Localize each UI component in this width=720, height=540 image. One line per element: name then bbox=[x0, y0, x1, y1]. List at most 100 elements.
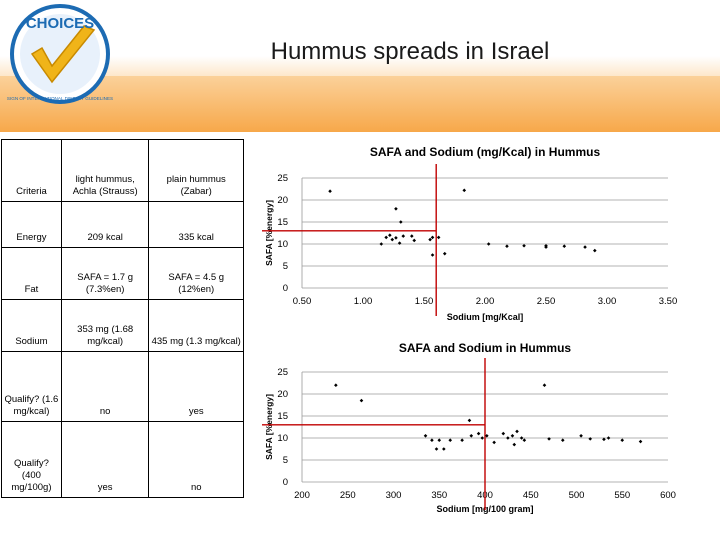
x-tick-label: 2.00 bbox=[476, 296, 495, 307]
header-cell: Criteria bbox=[1, 139, 62, 202]
x-tick-label: 300 bbox=[386, 490, 402, 501]
data-point bbox=[412, 238, 417, 243]
table-row: Sodium 353 mg (1.68 mg/kcal) 435 mg (1.3… bbox=[1, 299, 244, 352]
y-tick-label: 5 bbox=[283, 261, 288, 272]
data-point bbox=[423, 434, 428, 438]
header-orange-band bbox=[0, 76, 720, 132]
table-cell: no bbox=[148, 421, 244, 498]
table-cell: Qualify? (400 mg/100g) bbox=[1, 421, 62, 498]
check-icon bbox=[30, 25, 96, 84]
table-cell: 435 mg (1.3 mg/kcal) bbox=[148, 299, 244, 352]
data-point bbox=[588, 437, 593, 441]
x-tick-label: 550 bbox=[614, 490, 630, 501]
y-axis-label: SAFA [%energy] bbox=[264, 200, 274, 266]
data-point bbox=[506, 436, 510, 440]
data-point bbox=[485, 434, 489, 438]
data-point bbox=[505, 244, 509, 248]
x-tick-label: 500 bbox=[569, 490, 585, 501]
scatter-chart-per-100g: SAFA and Sodium in Hummus 0 5 10 15 20 25 200 25… bbox=[262, 341, 676, 514]
y-tick-label: 20 bbox=[277, 389, 288, 400]
data-point bbox=[522, 243, 526, 248]
y-tick-label: 25 bbox=[277, 367, 288, 378]
header-cell: light hummus, Achla (Strauss) bbox=[60, 139, 150, 202]
table-cell: SAFA = 1.7 g (7.3%en) bbox=[60, 247, 150, 300]
y-tick-label: 20 bbox=[277, 195, 288, 206]
data-point bbox=[334, 383, 338, 387]
data-point bbox=[522, 438, 527, 442]
choices-logo: CHOICES SIGN OF INTERNATIONAL DIETARY GU… bbox=[7, 4, 113, 104]
chart-title: SAFA and Sodium (mg/Kcal) in Hummus bbox=[370, 145, 601, 159]
x-tick-label: 1.50 bbox=[415, 296, 434, 307]
data-point bbox=[486, 242, 491, 246]
x-tick-label: 350 bbox=[431, 490, 447, 501]
data-point bbox=[562, 244, 567, 248]
data-point bbox=[328, 189, 332, 193]
data-point bbox=[638, 439, 643, 444]
y-tick-label: 15 bbox=[277, 217, 288, 228]
x-tick-label: 450 bbox=[523, 490, 539, 501]
y-tick-label: 0 bbox=[283, 477, 288, 488]
table-row: Fat SAFA = 1.7 g (7.3%en) SAFA = 4.5 g (… bbox=[1, 247, 244, 300]
logo-text: CHOICES bbox=[26, 15, 94, 32]
data-point bbox=[388, 233, 392, 237]
data-point bbox=[437, 438, 442, 442]
chart-title: SAFA and Sodium in Hummus bbox=[399, 341, 572, 355]
x-tick-label: 2.50 bbox=[537, 296, 556, 307]
y-tick-label: 25 bbox=[277, 173, 288, 184]
data-point bbox=[399, 220, 403, 224]
table-cell: yes bbox=[148, 351, 244, 422]
x-tick-label: 200 bbox=[294, 490, 310, 501]
data-point bbox=[512, 442, 517, 447]
data-point bbox=[515, 429, 519, 434]
data-point bbox=[480, 436, 485, 440]
data-point bbox=[519, 436, 524, 440]
table-cell: 335 kcal bbox=[148, 201, 244, 248]
data-point bbox=[606, 436, 611, 440]
x-tick-label: 600 bbox=[660, 490, 676, 501]
data-point bbox=[620, 438, 625, 442]
y-tick-label: 5 bbox=[283, 455, 288, 466]
data-point bbox=[583, 245, 587, 249]
data-point bbox=[560, 438, 565, 442]
data-point bbox=[394, 236, 398, 240]
table-cell: SAFA = 4.5 g (12%en) bbox=[148, 247, 244, 300]
table-cell: Fat bbox=[1, 247, 62, 300]
slide-title: Hummus spreads in Israel bbox=[270, 38, 550, 65]
data-point bbox=[434, 447, 439, 451]
x-tick-label: 3.50 bbox=[659, 296, 678, 307]
logo-arc-text: SIGN OF INTERNATIONAL DIETARY GUIDELINES bbox=[7, 96, 113, 101]
data-point bbox=[410, 234, 414, 238]
data-point bbox=[462, 188, 467, 193]
data-point bbox=[442, 447, 446, 451]
data-point bbox=[448, 438, 453, 442]
y-tick-label: 0 bbox=[283, 283, 288, 294]
header-cell: plain hummus (Zabar) bbox=[148, 139, 244, 202]
data-point bbox=[602, 437, 606, 442]
data-point bbox=[510, 434, 515, 438]
data-point bbox=[384, 235, 388, 240]
x-tick-label: 0.50 bbox=[293, 296, 312, 307]
data-point bbox=[542, 383, 547, 387]
table-row: Qualify? (400 mg/100g) yes no bbox=[1, 421, 244, 498]
data-point bbox=[430, 438, 434, 442]
data-point bbox=[436, 235, 441, 240]
scatter-chart-per-kcal: SAFA and Sodium (mg/Kcal) in Hummus 0 5 10 1… bbox=[262, 145, 678, 322]
criteria-table: Criteria light hummus, Achla (Strauss) p… bbox=[1, 139, 244, 498]
data-point bbox=[467, 418, 472, 423]
data-point bbox=[579, 434, 583, 438]
y-axis-label: SAFA [%energy] bbox=[264, 394, 274, 460]
y-tick-label: 10 bbox=[277, 239, 288, 250]
data-point bbox=[428, 237, 432, 242]
data-point bbox=[430, 253, 435, 257]
data-point bbox=[593, 248, 597, 253]
x-tick-label: 250 bbox=[340, 490, 356, 501]
y-tick-label: 10 bbox=[277, 433, 288, 444]
data-point bbox=[390, 237, 395, 242]
x-tick-label: 1.00 bbox=[354, 296, 373, 307]
x-tick-label: 3.00 bbox=[598, 296, 617, 307]
table-cell: Sodium bbox=[1, 299, 62, 352]
data-point bbox=[460, 438, 464, 442]
table-cell: 209 kcal bbox=[60, 201, 150, 248]
table-cell: Qualify? (1.6 mg/kcal) bbox=[1, 351, 62, 422]
data-point bbox=[469, 434, 474, 438]
